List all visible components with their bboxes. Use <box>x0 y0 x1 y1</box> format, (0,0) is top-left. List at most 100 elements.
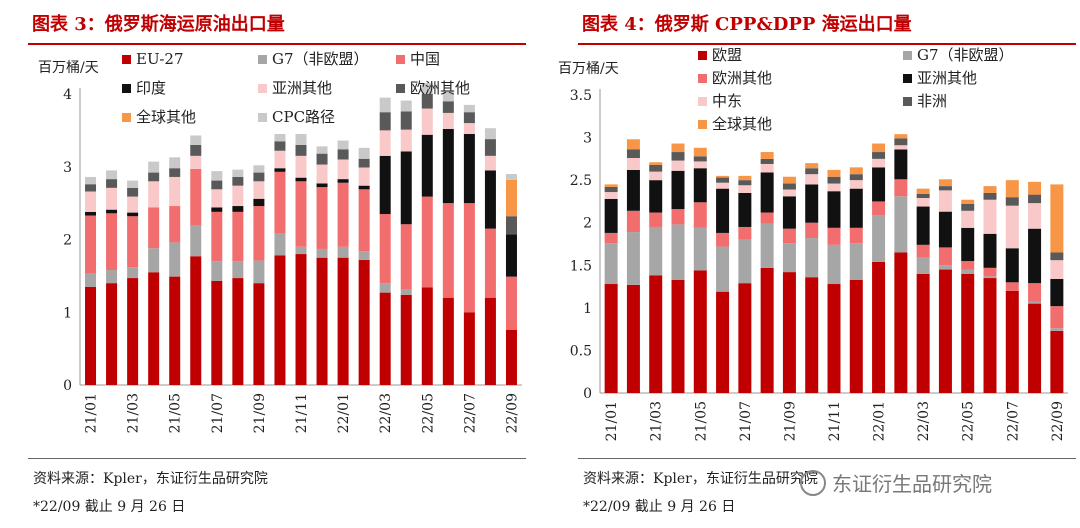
bar-segment <box>626 210 640 233</box>
title-divider <box>578 43 1076 45</box>
x-tick-label: 21/05 <box>168 393 184 433</box>
bar-segment <box>211 280 223 385</box>
bar-segment <box>85 176 97 185</box>
bar-segment <box>190 135 202 145</box>
bar-segment <box>400 224 412 290</box>
x-tick-label: 22/09 <box>1050 401 1066 441</box>
bar-segment <box>827 183 841 192</box>
bar-segment <box>505 276 517 330</box>
bar-segment <box>106 179 118 188</box>
bar-segment <box>649 212 663 227</box>
bar-segment <box>106 187 118 210</box>
bar-segment <box>760 158 774 164</box>
bar-segment <box>782 272 796 393</box>
bar-segment <box>604 184 618 187</box>
bar-segment <box>148 207 160 249</box>
bar-segment <box>421 134 433 197</box>
x-tick-label: 22/09 <box>504 393 520 433</box>
bar-segment <box>961 227 975 262</box>
bar-segment <box>400 100 412 112</box>
legend-swatch <box>396 55 405 64</box>
legend-swatch <box>903 97 912 106</box>
bar-segment <box>442 101 454 113</box>
bar-segment <box>738 226 752 240</box>
bar-segment <box>782 196 796 229</box>
bar-segment <box>760 152 774 159</box>
bar-segment <box>1050 278 1064 307</box>
bar-segment <box>693 202 707 228</box>
bar-segment <box>626 139 640 150</box>
bar-segment <box>148 172 160 182</box>
bar-segment <box>805 174 819 185</box>
bar-segment <box>782 183 796 190</box>
bar-segment <box>760 267 774 393</box>
bar-segment <box>295 246 307 255</box>
bar-segment <box>849 167 863 175</box>
bar-segment <box>626 158 640 170</box>
bar-segment <box>169 206 181 243</box>
bar-segment <box>358 185 370 190</box>
x-tick-label: 22/03 <box>378 393 394 433</box>
bar-segment <box>337 182 349 247</box>
bar-segment <box>738 185 752 193</box>
crude-export-chart: 百万桶/天 0 1 2 3 4 21/01 21/03 21/05 21/07 21/09 21/11… <box>38 50 522 433</box>
bar-segment <box>463 123 475 135</box>
bar-segment <box>872 261 886 393</box>
bar-segment <box>316 183 328 188</box>
bar-segment <box>894 138 908 146</box>
bar-segment <box>693 161 707 169</box>
x-tick-label: 21/01 <box>604 401 620 441</box>
y-axis-label: 百万桶/天 <box>558 61 619 77</box>
bar-segment <box>463 134 475 204</box>
bar-segment <box>738 180 752 186</box>
bar-segment <box>604 192 618 199</box>
bar-segment <box>190 155 202 169</box>
bar-segment <box>872 158 886 168</box>
bar-segment <box>1028 194 1042 204</box>
bar-segment <box>232 211 244 262</box>
bar-segment <box>1050 260 1064 279</box>
bar-segment <box>894 252 908 393</box>
watermark-text: 东证衍生品研究院 <box>832 472 992 496</box>
bar-segment <box>379 130 391 156</box>
bar-segment <box>805 184 819 223</box>
x-tick-label: 21/09 <box>252 393 268 433</box>
bar-segment <box>983 199 997 234</box>
bar-segment <box>938 190 952 212</box>
bar-segment <box>961 273 975 393</box>
bar-segment <box>961 269 975 274</box>
bar-segment <box>1005 248 1019 283</box>
bar-segment <box>738 283 752 393</box>
bar-segment <box>872 152 886 159</box>
bar-segment <box>738 192 752 227</box>
bar-segment <box>253 165 265 173</box>
bar-segment <box>505 174 517 180</box>
bar-segment <box>337 246 349 258</box>
bar-segment <box>127 216 139 268</box>
x-tick-label: 21/03 <box>126 393 142 433</box>
bar-segment <box>505 179 517 217</box>
bar-segment <box>782 228 796 244</box>
bar-segment <box>649 226 663 276</box>
bar-segment <box>211 211 223 262</box>
bar-segment <box>316 248 328 258</box>
bar-segment <box>716 291 730 393</box>
bar-segment <box>827 284 841 393</box>
bar-segment <box>671 152 685 161</box>
bar-segment <box>1005 205 1019 249</box>
bar-segment <box>379 214 391 284</box>
bar-segment <box>1005 180 1019 198</box>
bar-segment <box>148 181 160 208</box>
bar-segment <box>211 189 223 208</box>
bar-segment <box>190 144 202 156</box>
bar-segment <box>400 294 412 385</box>
bar-segment <box>421 196 433 288</box>
x-tick-label: 22/03 <box>916 401 932 441</box>
bar-segment <box>169 157 181 169</box>
bar-segment <box>649 171 663 181</box>
bar-segment <box>169 168 181 177</box>
legend-swatch <box>396 84 405 93</box>
bar-segment <box>379 155 391 215</box>
bar-segment <box>106 283 118 385</box>
legend-swatch <box>698 51 707 60</box>
